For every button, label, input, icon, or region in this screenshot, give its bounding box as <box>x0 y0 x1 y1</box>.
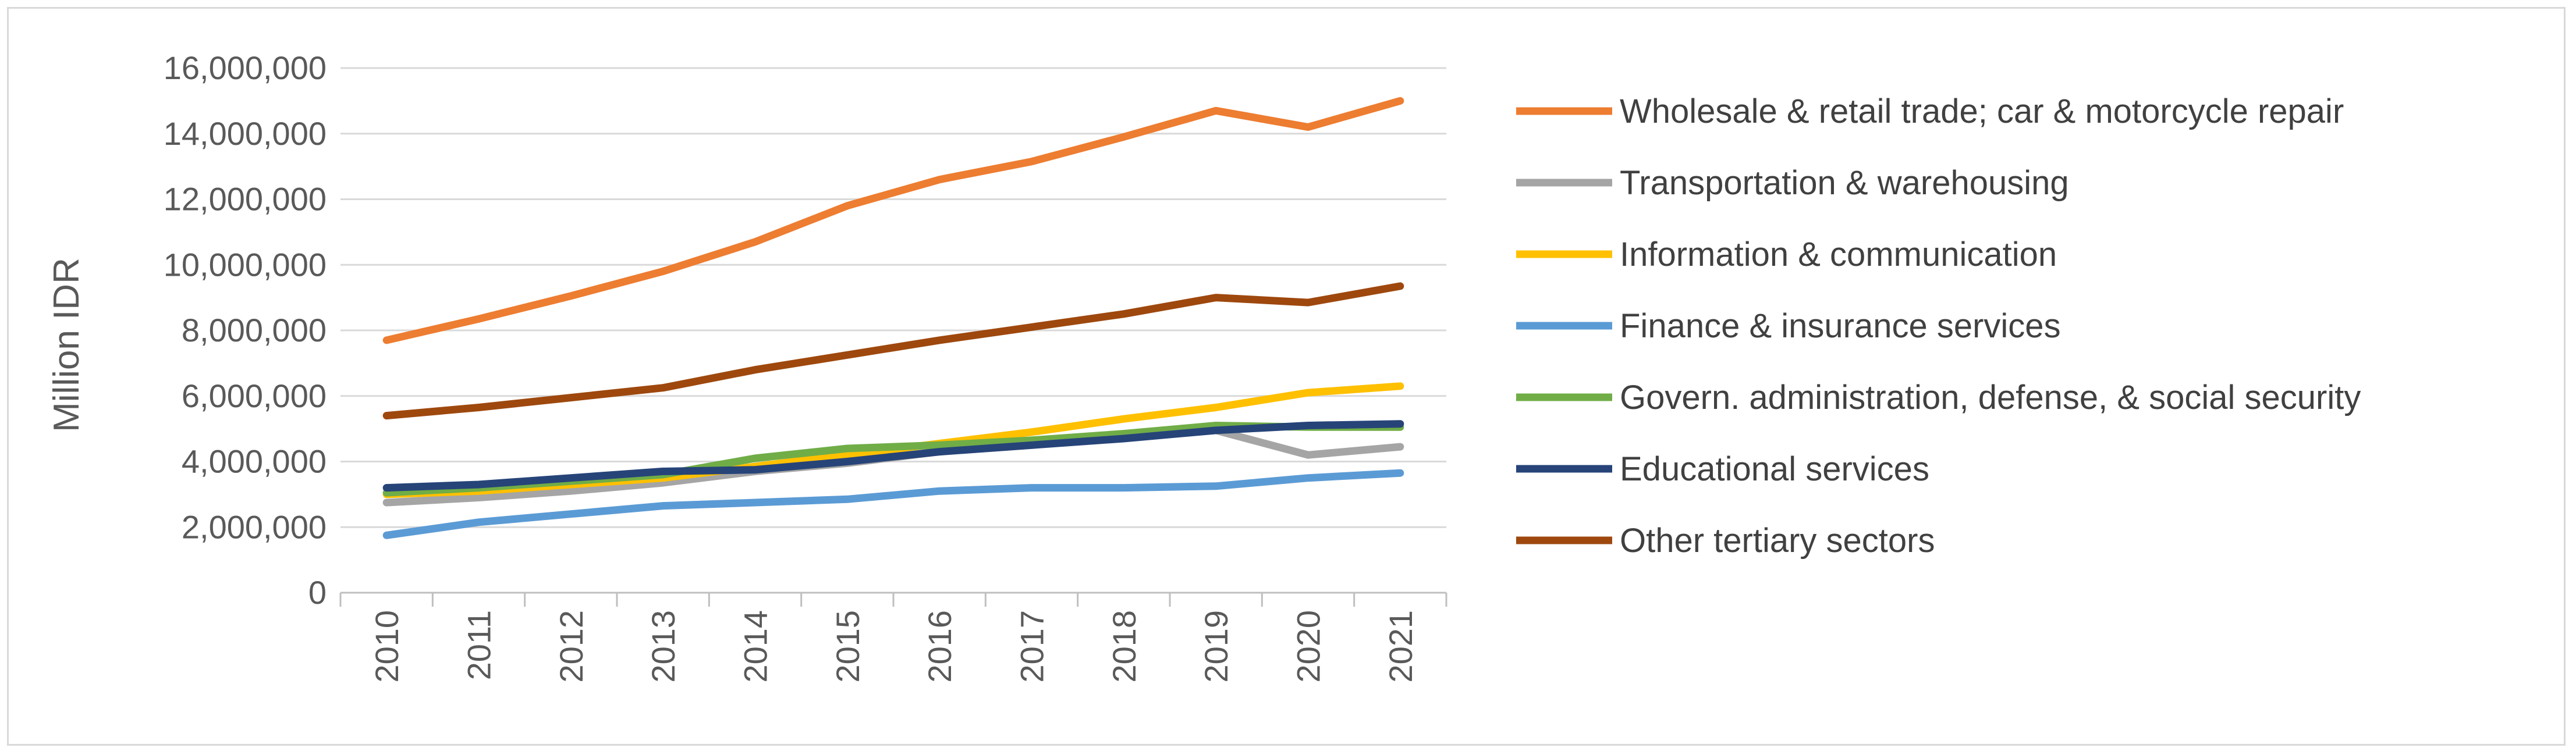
legend-label: Transportation & warehousing <box>1620 164 2069 202</box>
x-tick-label: 2019 <box>1198 610 1234 683</box>
y-tick-label: 12,000,000 <box>164 181 327 218</box>
x-tick-label: 2012 <box>553 610 590 683</box>
series-line-7 <box>382 282 1404 420</box>
x-axis-ticks: 2010 2011 2012 2013 2014 2015 2016 2017 2018 2019… <box>368 610 1419 683</box>
legend-label: Information & communication <box>1620 236 2057 273</box>
x-tick-label: 2018 <box>1106 610 1142 683</box>
series-lines <box>382 97 1404 539</box>
legend-label: Finance & insurance services <box>1620 307 2061 345</box>
y-tick-label: 0 <box>308 574 327 611</box>
y-axis-ticks: 0 2,000,000 4,000,000 6,000,000 8,000,000 10,… <box>164 49 327 611</box>
x-tick-label: 2014 <box>737 610 774 683</box>
series-line-1 <box>382 97 1404 344</box>
axes <box>339 592 1447 607</box>
line-chart: 0 2,000,000 4,000,000 6,000,000 8,000,000 10,… <box>47 49 2361 683</box>
y-tick-label: 10,000,000 <box>164 246 327 283</box>
x-tick-label: 2016 <box>921 610 958 683</box>
x-tick-label: 2020 <box>1290 610 1327 683</box>
y-tick-label: 16,000,000 <box>164 49 327 86</box>
x-tick-label: 2013 <box>645 610 682 683</box>
series-line-6 <box>382 420 1404 492</box>
legend-label: Govern. administration, defense, & socia… <box>1620 379 2361 416</box>
series-line-4 <box>382 469 1404 539</box>
x-tick-label: 2011 <box>461 610 498 680</box>
legend: Wholesale & retail trade; car & motorcyc… <box>1516 92 2361 560</box>
y-tick-label: 2,000,000 <box>182 508 327 545</box>
x-tick-label: 2015 <box>829 610 866 683</box>
y-tick-label: 4,000,000 <box>182 443 327 480</box>
legend-label: Educational services <box>1620 450 1929 488</box>
chart-frame: 0 2,000,000 4,000,000 6,000,000 8,000,000 10,… <box>7 7 2566 746</box>
y-tick-label: 8,000,000 <box>182 312 327 348</box>
legend-label: Other tertiary sectors <box>1620 522 1935 560</box>
legend-label: Wholesale & retail trade; car & motorcyc… <box>1620 92 2344 130</box>
x-tick-label: 2010 <box>368 610 405 683</box>
y-axis-title: Million IDR <box>47 258 87 432</box>
x-tick-label: 2017 <box>1014 610 1051 683</box>
gridlines <box>340 67 1446 528</box>
y-tick-label: 14,000,000 <box>164 115 327 152</box>
x-tick-label: 2021 <box>1382 610 1419 683</box>
y-tick-label: 6,000,000 <box>182 378 327 414</box>
